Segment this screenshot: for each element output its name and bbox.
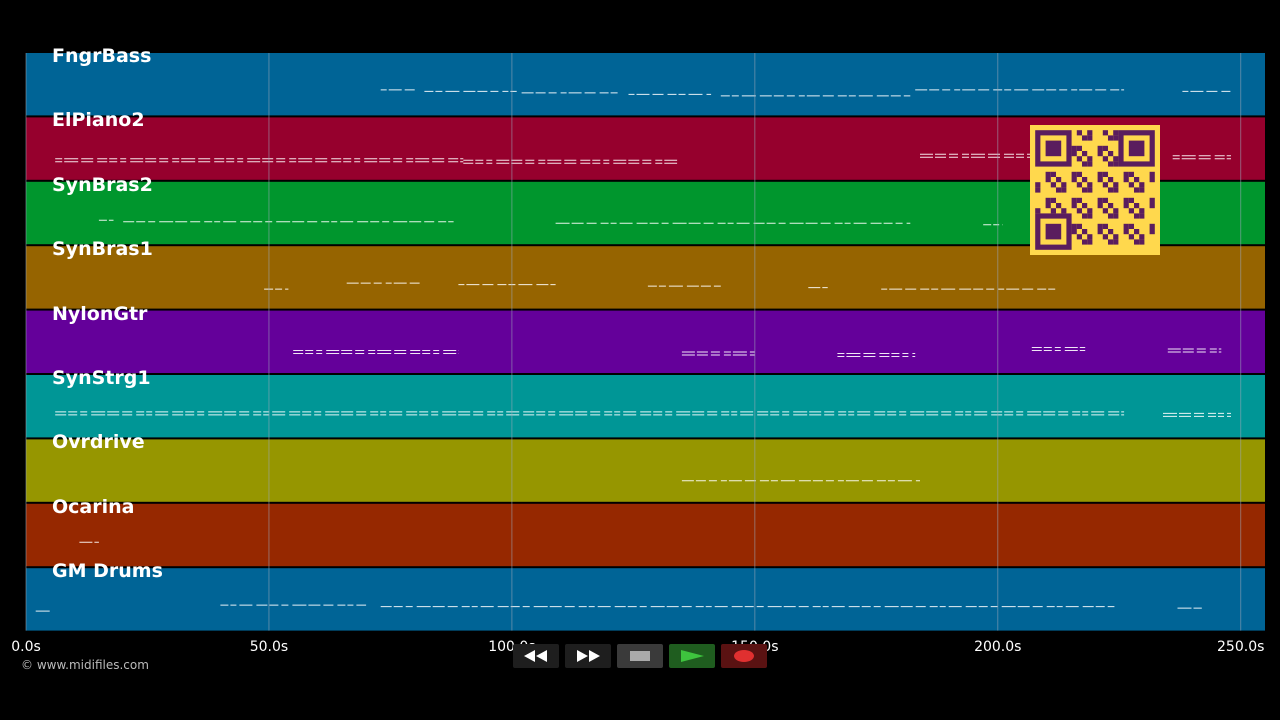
track-lane xyxy=(26,310,1265,373)
stop-button[interactable] xyxy=(617,644,663,668)
track-lane xyxy=(26,375,1265,438)
stop-icon xyxy=(630,651,650,661)
track-lane xyxy=(26,53,1265,116)
copyright-text: © www.midifiles.com xyxy=(21,658,149,672)
piano-roll xyxy=(25,53,1265,631)
fast-forward-icon xyxy=(577,650,600,662)
track-name: GM Drums xyxy=(52,560,163,583)
record-button[interactable] xyxy=(721,644,767,668)
track-name: SynBras1 xyxy=(52,238,153,261)
qr-code xyxy=(1030,125,1160,255)
track-lane xyxy=(26,568,1265,631)
track-name: Ovrdrive xyxy=(52,431,145,454)
note-group xyxy=(1031,347,1086,351)
record-icon xyxy=(734,650,754,662)
play-button[interactable] xyxy=(669,644,715,668)
note-group xyxy=(463,159,678,164)
note-group xyxy=(681,351,755,356)
time-tick-label: 250.0s xyxy=(1217,639,1265,655)
note-group xyxy=(1163,412,1231,417)
rewind-button[interactable] xyxy=(513,644,559,668)
track-name: ElPiano2 xyxy=(52,109,145,132)
track-lane xyxy=(26,503,1265,567)
note-group xyxy=(293,350,459,354)
note-group xyxy=(1167,348,1222,353)
note-group xyxy=(55,411,1125,416)
track-name: Ocarina xyxy=(52,495,135,518)
track-lane xyxy=(26,439,1265,502)
transport-controls xyxy=(513,644,767,668)
track-name: FngrBass xyxy=(52,45,152,67)
play-icon xyxy=(681,650,704,662)
note-group xyxy=(1172,155,1231,160)
fast-forward-button[interactable] xyxy=(565,644,611,668)
note-group xyxy=(55,158,464,163)
time-tick-label: 0.0s xyxy=(11,639,41,655)
rewind-icon xyxy=(524,650,547,662)
track-name: NylonGtr xyxy=(52,302,148,325)
note-group xyxy=(837,353,916,357)
track-name: SynStrg1 xyxy=(52,367,151,389)
track-name: SynBras2 xyxy=(52,173,153,196)
time-tick-label: 50.0s xyxy=(249,639,289,655)
time-tick-label: 200.0s xyxy=(974,639,1022,655)
track-lane xyxy=(26,246,1265,309)
